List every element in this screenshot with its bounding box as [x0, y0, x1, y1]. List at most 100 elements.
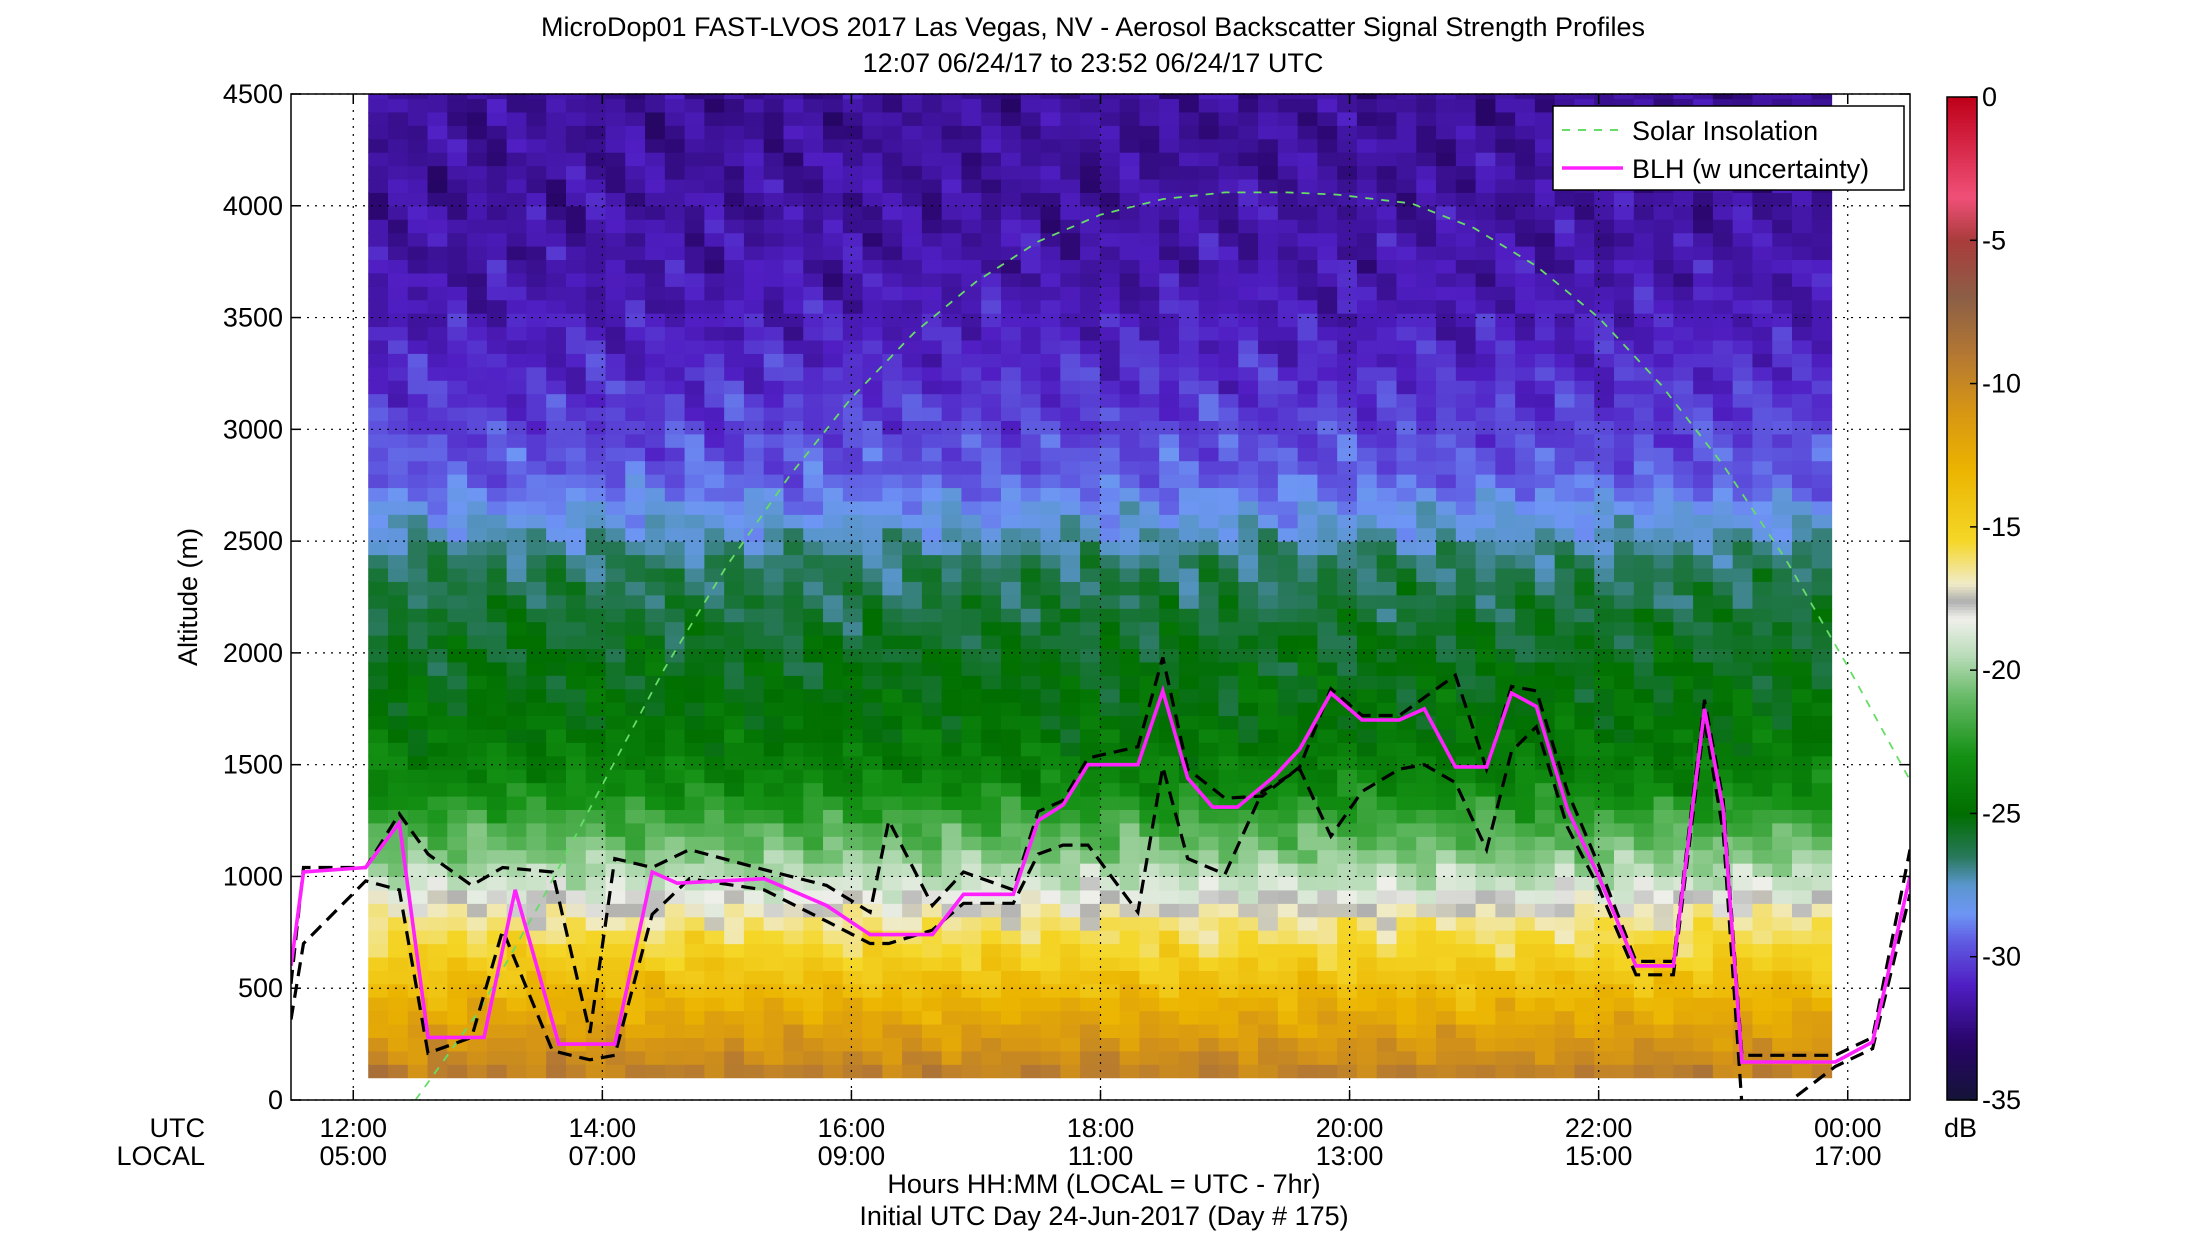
heatmap-cell [684, 916, 705, 931]
heatmap-cell [1574, 1050, 1595, 1065]
heatmap-cell [387, 997, 409, 1012]
heatmap-cell [1297, 903, 1318, 918]
heatmap-cell [684, 702, 705, 717]
heatmap-cell [743, 366, 765, 381]
heatmap-cell [1376, 675, 1398, 690]
heatmap-cell [1119, 594, 1141, 609]
heatmap-cell [387, 728, 409, 743]
heatmap-cell [743, 608, 765, 623]
heatmap-cell [862, 822, 883, 837]
heatmap-cell [862, 648, 883, 663]
heatmap-cell [1495, 782, 1516, 797]
heatmap-cell [506, 715, 528, 730]
heatmap-cell [1040, 313, 1061, 328]
heatmap-cell [902, 1023, 923, 1038]
heatmap-cell [882, 755, 903, 770]
heatmap-cell [1376, 98, 1398, 113]
heatmap-cell [1574, 675, 1595, 690]
heatmap-cell [1119, 822, 1141, 837]
heatmap-cell [1001, 567, 1022, 582]
heatmap-cell [961, 608, 982, 623]
heatmap-cell [546, 514, 567, 529]
heatmap-cell [467, 205, 488, 220]
heatmap-cell [961, 1010, 982, 1025]
heatmap-cell [842, 836, 864, 851]
heatmap-cell [1178, 943, 1200, 958]
heatmap-cell [961, 648, 982, 663]
heatmap-cell [625, 366, 646, 381]
heatmap-cell [684, 1010, 705, 1025]
heatmap-cell [1218, 272, 1239, 287]
heatmap-cell [645, 460, 666, 475]
heatmap-cell [1515, 192, 1536, 207]
heatmap-cell [664, 916, 686, 931]
heatmap-cell [783, 554, 804, 569]
heatmap-cell [1633, 608, 1655, 623]
heatmap-cell [368, 1037, 389, 1052]
heatmap-cell [1594, 339, 1615, 354]
heatmap-cell [704, 889, 725, 904]
heatmap-cell [1436, 795, 1457, 810]
heatmap-cell [387, 567, 409, 582]
heatmap-cell [1080, 621, 1101, 636]
heatmap-cell [1080, 1010, 1101, 1025]
heatmap-cell [1139, 1064, 1160, 1079]
heatmap-cell [1159, 125, 1180, 140]
heatmap-cell [1218, 487, 1239, 502]
heatmap-cell [803, 554, 824, 569]
heatmap-cell [1297, 447, 1318, 462]
heatmap-cell [447, 581, 468, 596]
heatmap-cell [1554, 299, 1576, 314]
heatmap-cell [783, 514, 804, 529]
heatmap-cell [1258, 795, 1279, 810]
heatmap-cell [704, 661, 725, 676]
heatmap-cell [1297, 581, 1318, 596]
heatmap-cell [407, 272, 429, 287]
heatmap-cell [1020, 380, 1042, 395]
heatmap-cell [1001, 125, 1022, 140]
heatmap-cell [664, 259, 686, 274]
heatmap-cell [486, 447, 508, 462]
heatmap-cell [1356, 152, 1378, 167]
heatmap-cell [1258, 769, 1279, 784]
heatmap-cell [882, 433, 903, 448]
heatmap-cell [1317, 594, 1338, 609]
heatmap-cell [704, 406, 725, 421]
heatmap-cell [783, 755, 804, 770]
heatmap-cell [1238, 527, 1259, 542]
heatmap-cell [941, 1037, 963, 1052]
heatmap-cell [842, 1037, 864, 1052]
heatmap-cell [1495, 956, 1516, 971]
heatmap-cell [605, 1064, 626, 1079]
heatmap-cell [625, 353, 646, 368]
heatmap-cell [664, 299, 686, 314]
heatmap-cell [1238, 916, 1259, 931]
heatmap-cell [803, 460, 824, 475]
heatmap-cell [1396, 433, 1417, 448]
heatmap-cell [1376, 809, 1398, 824]
heatmap-cell [862, 152, 883, 167]
heatmap-cell [783, 930, 804, 945]
heatmap-cell [1139, 849, 1160, 864]
heatmap-cell [368, 702, 389, 717]
heatmap-cell [1376, 983, 1398, 998]
heatmap-cell [1159, 742, 1180, 757]
heatmap-cell [823, 635, 844, 650]
heatmap-cell [1277, 98, 1299, 113]
heatmap-cell [842, 246, 864, 261]
heatmap-cell [1356, 219, 1378, 234]
heatmap-cell [506, 487, 528, 502]
heatmap-cell [625, 1023, 646, 1038]
heatmap-cell [1534, 554, 1556, 569]
heatmap-cell [1436, 165, 1457, 180]
heatmap-cell [961, 246, 982, 261]
heatmap-cell [368, 326, 389, 341]
heatmap-cell [1198, 165, 1220, 180]
heatmap-cell [664, 326, 686, 341]
heatmap-cell [486, 635, 508, 650]
heatmap-cell [1198, 621, 1220, 636]
heatmap-cell [1633, 889, 1655, 904]
heatmap-cell [882, 876, 903, 891]
heatmap-cell [704, 608, 725, 623]
heatmap-cell [1673, 353, 1694, 368]
